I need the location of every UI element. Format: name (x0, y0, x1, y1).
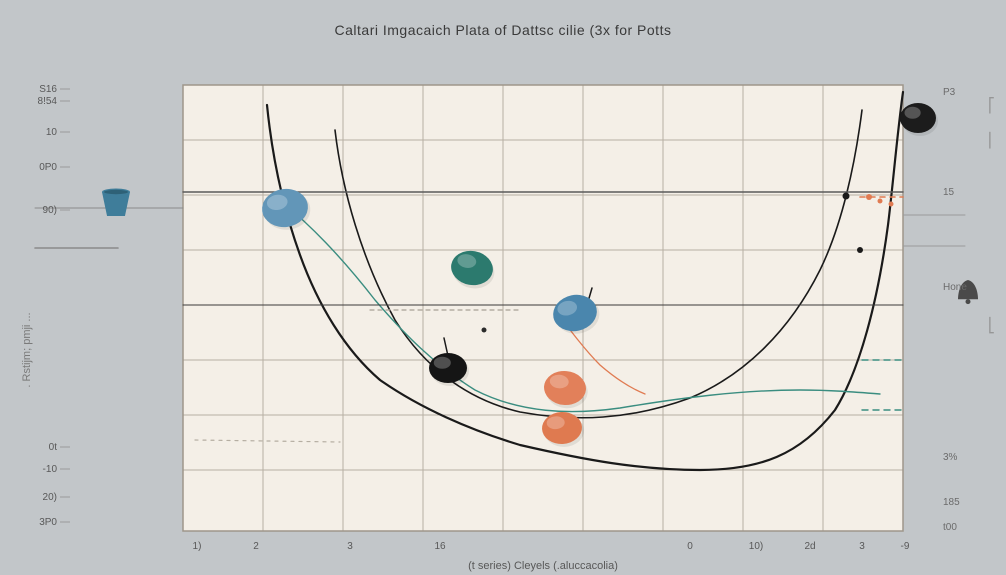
xaxis-tick: -9 (901, 541, 910, 552)
yaxis-tick: 3P0 (39, 517, 57, 528)
data-dot (843, 193, 850, 200)
yaxis-tick: 90) (43, 205, 57, 216)
chart-title: Caltari Imgacaich Plata of Dattsc cilie … (335, 22, 672, 38)
plot-area (183, 85, 903, 531)
xaxis-tick: 1) (193, 541, 202, 552)
chart-stage: Caltari Imgacaich Plata of Dattsc cilie … (0, 0, 1006, 575)
data-dot (889, 202, 894, 207)
xaxis-tick: 2 (253, 541, 259, 552)
yaxis-tick: 10 (46, 127, 58, 138)
xaxis-label: (t series) Cleyels (.aluccacolia) (468, 560, 618, 572)
decoration: ⎢ (988, 131, 995, 149)
xaxis-tick: 3 (347, 541, 353, 552)
data-dot (878, 199, 883, 204)
ryaxis-tick: 3% (943, 452, 958, 463)
yaxis-scribble: . Rstijm; pmji ... (21, 312, 33, 387)
decoration: ⎣ (988, 316, 995, 334)
ryaxis-tick: t00 (943, 522, 957, 533)
yaxis-tick: 0P0 (39, 162, 57, 173)
ryaxis-tick: 185 (943, 497, 960, 508)
xaxis-tick: 0 (687, 541, 693, 552)
yaxis-tick: S16 (39, 84, 57, 95)
xaxis-tick: 16 (434, 541, 446, 552)
ryaxis-tick: Hone (943, 282, 967, 293)
ryaxis-tick: 15 (943, 187, 955, 198)
xaxis-tick: 10) (749, 541, 763, 552)
yaxis-tick: 8!54 (38, 96, 58, 107)
ryaxis-tick: P3 (943, 87, 956, 98)
chart-svg: Caltari Imgacaich Plata of Dattsc cilie … (0, 0, 1006, 575)
decoration: ⎡ (988, 97, 995, 114)
data-dot (857, 247, 863, 253)
bucket-icon (102, 189, 130, 217)
yaxis-tick: -10 (43, 464, 58, 475)
data-dot (866, 194, 872, 200)
xaxis-tick: 2d (804, 541, 815, 552)
yaxis-tick: 0t (49, 442, 58, 453)
data-dot (482, 328, 487, 333)
xaxis-tick: 3 (859, 541, 865, 552)
yaxis-tick: 20) (43, 492, 57, 503)
